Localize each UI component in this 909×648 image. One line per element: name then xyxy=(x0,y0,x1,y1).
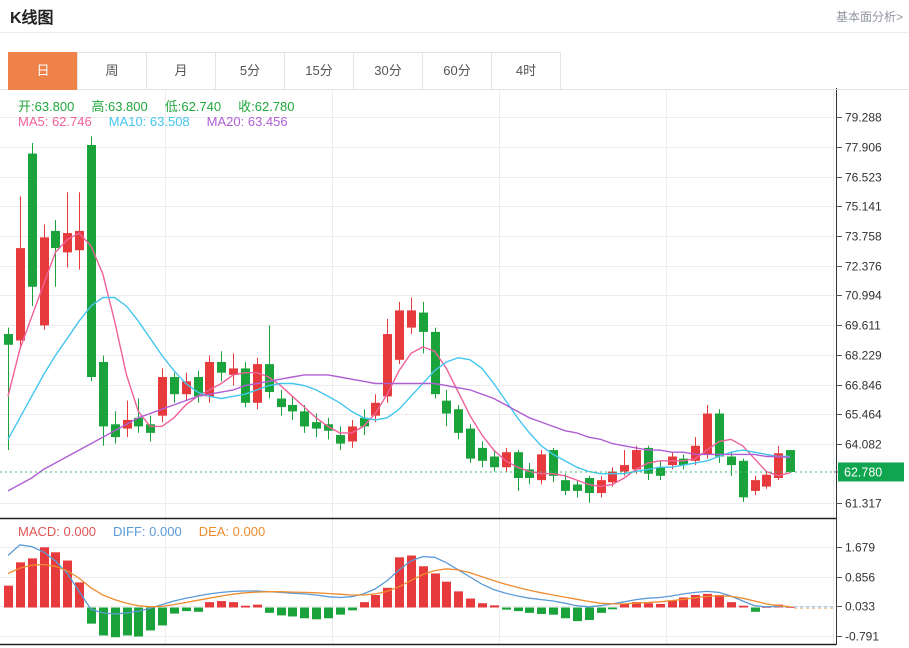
svg-text:79.288: 79.288 xyxy=(845,111,882,125)
svg-text:64.082: 64.082 xyxy=(845,438,882,452)
page-title: K线图 xyxy=(10,10,54,27)
legend-macd-item: DEA: 0.000 xyxy=(198,524,266,539)
ma10-line xyxy=(7,296,791,475)
svg-text:77.906: 77.906 xyxy=(845,141,882,155)
tab-week[interactable]: 周 xyxy=(77,52,147,90)
svg-text:76.523: 76.523 xyxy=(845,171,882,185)
legend-ma-item: MA10: 63.508 xyxy=(108,114,190,129)
legend-ohlc-item: 低:62.740 xyxy=(164,99,222,114)
tab-day[interactable]: 日 xyxy=(8,52,78,90)
legend-ma-item: MA20: 63.456 xyxy=(206,114,288,129)
header-bar: K线图 基本面分析> xyxy=(0,0,909,33)
svg-text:75.141: 75.141 xyxy=(845,200,882,214)
fundamental-analysis-link[interactable]: 基本面分析> xyxy=(835,9,903,24)
legend-ohlc-item: 开:63.800 xyxy=(18,99,75,114)
tab-30min[interactable]: 30分 xyxy=(353,52,423,90)
price-axis-labels: 79.288 77.906 76.523 75.141 73.758 72.376 70.9… xyxy=(836,111,882,644)
ma-legend: MA5: 62.746 MA10: 63.508 MA20: 63.456 xyxy=(18,114,305,129)
macd-legend: MACD: 0.000 DIFF: 0.000 DEA: 0.000 xyxy=(18,524,282,539)
svg-text:72.376: 72.376 xyxy=(845,260,882,274)
svg-text:1.679: 1.679 xyxy=(845,541,875,555)
svg-text:69.611: 69.611 xyxy=(845,319,881,333)
legend-ma-item: MA5: 62.746 xyxy=(18,114,92,129)
svg-text:-0.791: -0.791 xyxy=(845,630,879,644)
diff-line xyxy=(7,544,791,615)
current-price-badge: 62.780 xyxy=(834,462,904,482)
legend-ohlc-item: 高:63.800 xyxy=(91,99,148,114)
svg-text:0.856: 0.856 xyxy=(845,571,875,585)
svg-text:62.780: 62.780 xyxy=(844,465,882,479)
ma-lines xyxy=(7,232,791,492)
tab-month[interactable]: 月 xyxy=(146,52,216,90)
grid-lines xyxy=(0,89,836,644)
tab-15min[interactable]: 15分 xyxy=(284,52,354,90)
svg-text:66.846: 66.846 xyxy=(845,379,882,393)
dea-line xyxy=(7,563,791,608)
svg-text:61.317: 61.317 xyxy=(845,497,882,511)
legend-macd-item: DIFF: 0.000 xyxy=(113,524,182,539)
svg-text:68.229: 68.229 xyxy=(845,349,882,363)
pane-frame xyxy=(0,88,837,646)
interval-tab-bar: 日周月 5分 15分 30分 60分 4时 xyxy=(8,52,561,90)
legend-ohlc-item: 收:62.780 xyxy=(238,99,295,114)
ohlc-legend: 开:63.800 高:63.800 低:62.740 收:62.780 xyxy=(18,96,312,115)
svg-text:0.033: 0.033 xyxy=(845,600,875,614)
ma20-line xyxy=(7,374,791,492)
candles-group xyxy=(4,136,795,503)
tab-5min[interactable]: 5分 xyxy=(215,52,285,90)
macd-group xyxy=(4,544,836,638)
tab-4hour[interactable]: 4时 xyxy=(491,52,561,90)
legend-macd-item: MACD: 0.000 xyxy=(18,524,97,539)
svg-text:65.464: 65.464 xyxy=(845,408,882,422)
ma5-line xyxy=(7,232,791,488)
tab-60min[interactable]: 60分 xyxy=(422,52,492,90)
svg-text:70.994: 70.994 xyxy=(845,289,882,303)
svg-text:73.758: 73.758 xyxy=(845,230,882,244)
